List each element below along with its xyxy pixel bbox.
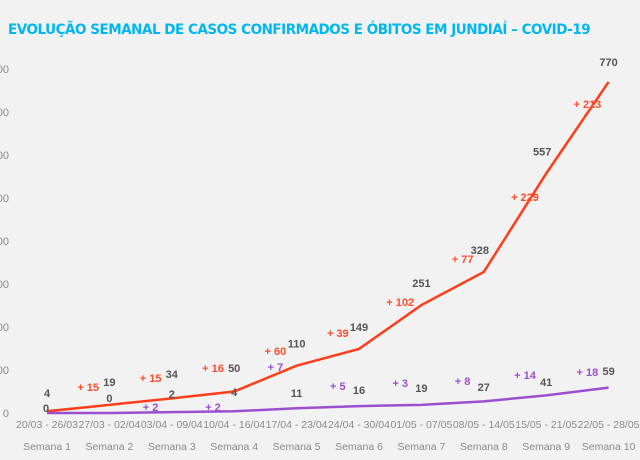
deaths-increment-label: + 2 (205, 402, 221, 414)
deaths-line (47, 386, 609, 415)
cases-data-label: 50 (228, 363, 240, 375)
x-date-label: 15/05 - 21/05 (515, 419, 577, 431)
deaths-increment-label: + 18 (577, 367, 599, 379)
cases-data-label: 770 (599, 57, 617, 69)
cases-data-label: 34 (166, 369, 179, 381)
cases-line (46, 81, 610, 413)
deaths-increment-label: + 2 (143, 402, 159, 414)
x-date-label: 08/05 - 14/05 (453, 419, 515, 431)
cases-data-label: 19 (103, 377, 115, 389)
x-date-label: 20/03 - 26/03 (16, 419, 78, 431)
y-tick-label: 700 (0, 107, 9, 119)
x-category-label: Semana 3 (148, 441, 196, 453)
cases-increment-label: + 15 (77, 382, 99, 394)
x-category-label: Semana 10 (582, 441, 636, 453)
cases-increment-label: + 229 (511, 192, 539, 204)
deaths-data-label: 41 (540, 377, 552, 389)
x-category-label: Semana 2 (85, 441, 133, 453)
cases-data-label: 328 (471, 245, 489, 257)
x-category-label: Semana 5 (273, 441, 321, 453)
x-date-label: 01/05 - 07/05 (390, 419, 452, 431)
cases-data-label: 251 (412, 278, 430, 290)
cases-data-label: 110 (288, 339, 306, 351)
x-date-label: 22/05 - 28/05 (578, 419, 640, 431)
cases-increment-label: + 77 (452, 254, 474, 266)
deaths-increment-label: + 5 (330, 381, 346, 393)
x-date-label: 24/04 - 30/04 (328, 419, 390, 431)
y-tick-label: 400 (0, 236, 9, 248)
cases-increment-label: + 39 (327, 328, 349, 340)
y-tick-label: 300 (0, 279, 9, 291)
deaths-data-label: 16 (353, 385, 365, 397)
y-tick-label: 600 (0, 150, 9, 162)
x-category-label: Semana 8 (460, 441, 508, 453)
deaths-data-label: 27 (478, 382, 490, 394)
deaths-data-label: 0 (106, 393, 112, 405)
y-tick-label: 0 (3, 408, 9, 420)
x-category-label: Semana 7 (397, 441, 445, 453)
deaths-data-label: 0 (43, 403, 49, 415)
x-date-label: 10/04 - 16/04 (203, 419, 265, 431)
deaths-increment-label: + 3 (392, 378, 408, 390)
deaths-data-label: 4 (231, 387, 238, 399)
deaths-data-label: 11 (291, 388, 303, 400)
deaths-data-label: 59 (602, 366, 614, 378)
y-tick-label: 100 (0, 365, 9, 377)
x-category-label: Semana 6 (335, 441, 383, 453)
x-category-label: Semana 4 (210, 441, 258, 453)
cases-increment-label: + 213 (573, 99, 601, 111)
y-tick-label: 800 (0, 64, 9, 76)
x-date-label: 17/04 - 23/04 (266, 419, 328, 431)
y-tick-label: 500 (0, 193, 9, 205)
cases-increment-label: + 16 (202, 363, 224, 375)
x-date-label: 03/04 - 09/04 (141, 419, 203, 431)
x-date-label: 27/03 - 02/04 (78, 419, 140, 431)
deaths-increment-label: + 7 (268, 362, 284, 374)
deaths-increment-label: + 8 (455, 376, 471, 388)
cases-increment-label: + 60 (265, 346, 287, 358)
x-category-label: Semana 9 (522, 441, 570, 453)
y-tick-label: 200 (0, 322, 9, 334)
cases-data-label: 557 (533, 146, 551, 158)
deaths-data-label: 2 (169, 389, 175, 401)
deaths-data-label: 19 (415, 383, 427, 395)
cases-data-label: 149 (350, 322, 368, 334)
deaths-increment-label: + 14 (514, 370, 537, 382)
cases-increment-label: + 15 (140, 373, 162, 385)
cases-increment-label: + 102 (386, 297, 414, 309)
x-category-label: Semana 1 (23, 441, 71, 453)
chart-title: EVOLUÇÃO SEMANAL DE CASOS CONFIRMADOS E … (8, 22, 591, 38)
cases-data-label: 4 (44, 388, 51, 400)
